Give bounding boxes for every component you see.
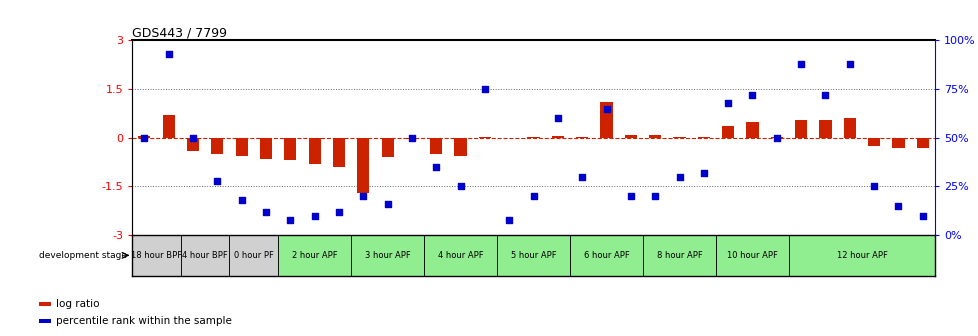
Bar — [259, 138, 272, 159]
Text: 4 hour BPF: 4 hour BPF — [182, 251, 228, 260]
Text: 12 hour APF: 12 hour APF — [835, 251, 886, 260]
Bar — [575, 137, 588, 138]
Bar — [308, 138, 321, 164]
Point — [574, 174, 590, 179]
Point — [744, 92, 760, 97]
Point — [355, 194, 371, 199]
Text: 3 hour APF: 3 hour APF — [365, 251, 410, 260]
Point — [841, 61, 857, 67]
Bar — [284, 138, 296, 161]
Point — [306, 213, 322, 218]
Text: 2 hour APF: 2 hour APF — [291, 251, 337, 260]
Bar — [867, 138, 879, 146]
Bar — [333, 138, 344, 167]
Bar — [478, 137, 491, 138]
Bar — [236, 138, 247, 156]
Bar — [406, 138, 418, 139]
Bar — [745, 122, 758, 138]
Point — [720, 100, 735, 106]
Bar — [162, 115, 174, 138]
Bar — [569, 235, 643, 276]
Bar — [497, 235, 569, 276]
Bar — [229, 235, 278, 276]
Bar — [211, 138, 223, 154]
Bar — [843, 118, 855, 138]
Bar — [788, 235, 934, 276]
Bar — [643, 235, 715, 276]
Point — [428, 164, 444, 170]
Bar — [770, 137, 782, 138]
Text: 18 hour BPF: 18 hour BPF — [131, 251, 182, 260]
Bar — [278, 235, 351, 276]
Bar — [624, 134, 637, 138]
Point — [914, 213, 930, 218]
Bar — [819, 120, 830, 138]
Point — [768, 135, 783, 140]
Bar — [673, 137, 685, 138]
Point — [550, 116, 565, 121]
Bar — [429, 138, 442, 154]
Point — [646, 194, 662, 199]
Bar — [187, 138, 199, 151]
Point — [185, 135, 200, 140]
Point — [525, 194, 541, 199]
Point — [234, 198, 249, 203]
Point — [866, 184, 881, 189]
Bar — [423, 235, 497, 276]
Bar — [351, 235, 423, 276]
Text: 0 hour PF: 0 hour PF — [234, 251, 274, 260]
Text: GDS443 / 7799: GDS443 / 7799 — [132, 26, 227, 39]
Point — [695, 170, 711, 175]
Bar — [648, 134, 660, 138]
Bar — [697, 137, 709, 138]
Point — [404, 135, 420, 140]
Point — [622, 194, 638, 199]
Text: percentile rank within the sample: percentile rank within the sample — [56, 316, 232, 326]
Bar — [600, 102, 612, 138]
Bar — [794, 120, 807, 138]
Point — [452, 184, 467, 189]
Point — [817, 92, 832, 97]
Bar — [454, 138, 467, 156]
Bar — [552, 136, 563, 138]
Bar — [915, 138, 928, 148]
Point — [283, 217, 298, 222]
Text: 6 hour APF: 6 hour APF — [583, 251, 629, 260]
Point — [160, 51, 176, 57]
Bar — [138, 136, 151, 138]
Bar — [722, 126, 734, 138]
Point — [599, 106, 614, 111]
Point — [258, 209, 274, 214]
Bar — [181, 235, 229, 276]
Bar — [132, 235, 181, 276]
Text: log ratio: log ratio — [56, 299, 99, 309]
Point — [792, 61, 808, 67]
Point — [379, 201, 395, 207]
Text: 8 hour APF: 8 hour APF — [656, 251, 701, 260]
Point — [501, 217, 516, 222]
Bar — [381, 138, 393, 157]
Point — [331, 209, 346, 214]
Point — [671, 174, 687, 179]
Point — [890, 203, 906, 209]
Text: development stage: development stage — [39, 251, 127, 260]
Point — [136, 135, 152, 140]
Bar — [527, 137, 539, 138]
Point — [476, 86, 492, 92]
Bar — [715, 235, 788, 276]
Text: 5 hour APF: 5 hour APF — [511, 251, 556, 260]
Bar — [357, 138, 369, 193]
Text: 10 hour APF: 10 hour APF — [727, 251, 778, 260]
Bar — [892, 138, 904, 148]
Point — [209, 178, 225, 183]
Text: 4 hour APF: 4 hour APF — [437, 251, 483, 260]
